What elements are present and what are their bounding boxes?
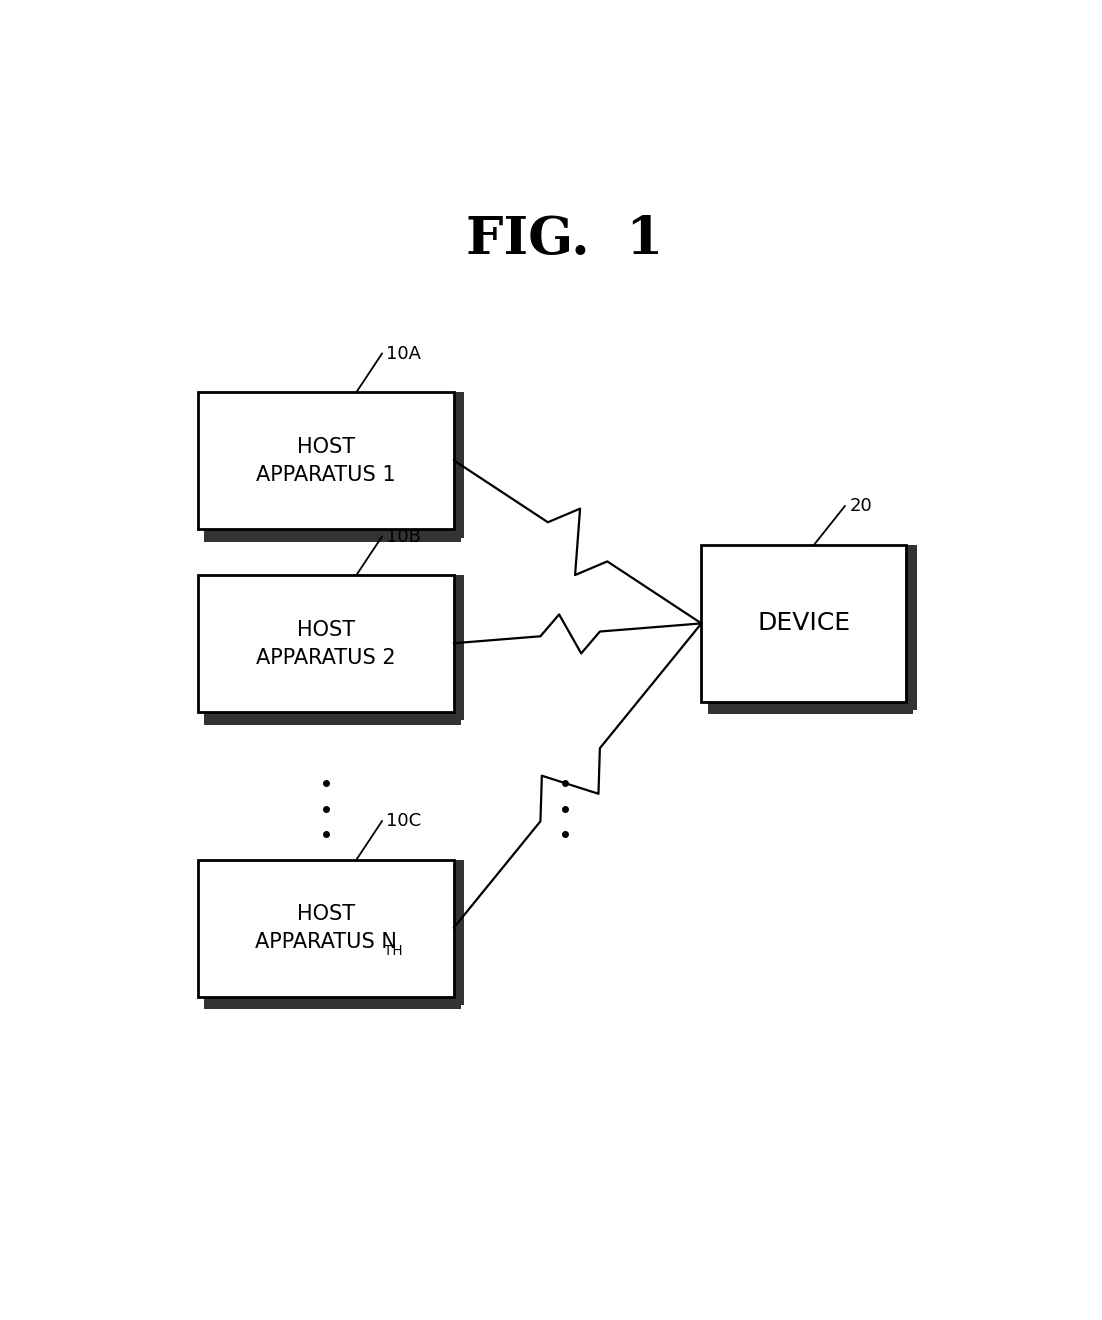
Text: 10A: 10A	[387, 345, 421, 363]
Bar	[204, 997, 461, 1008]
Bar	[454, 576, 464, 721]
Bar	[197, 392, 454, 529]
Bar	[906, 545, 917, 710]
Bar	[454, 392, 464, 537]
Text: 10C: 10C	[387, 812, 421, 830]
Text: HOST
APPARATUS N: HOST APPARATUS N	[255, 904, 397, 952]
Text: HOST
APPARATUS 1: HOST APPARATUS 1	[256, 437, 396, 484]
Bar	[454, 859, 464, 1005]
Bar	[204, 529, 461, 541]
Text: HOST
APPARATUS 2: HOST APPARATUS 2	[256, 619, 396, 668]
Text: FIG.  1: FIG. 1	[466, 214, 663, 265]
Text: 20: 20	[850, 498, 872, 515]
Bar	[709, 702, 914, 714]
Bar	[197, 576, 454, 713]
Text: TH: TH	[383, 944, 402, 958]
Bar	[204, 713, 461, 725]
Bar	[702, 545, 906, 702]
Text: 10B: 10B	[387, 528, 421, 545]
Text: DEVICE: DEVICE	[757, 611, 851, 635]
Bar	[197, 859, 454, 997]
